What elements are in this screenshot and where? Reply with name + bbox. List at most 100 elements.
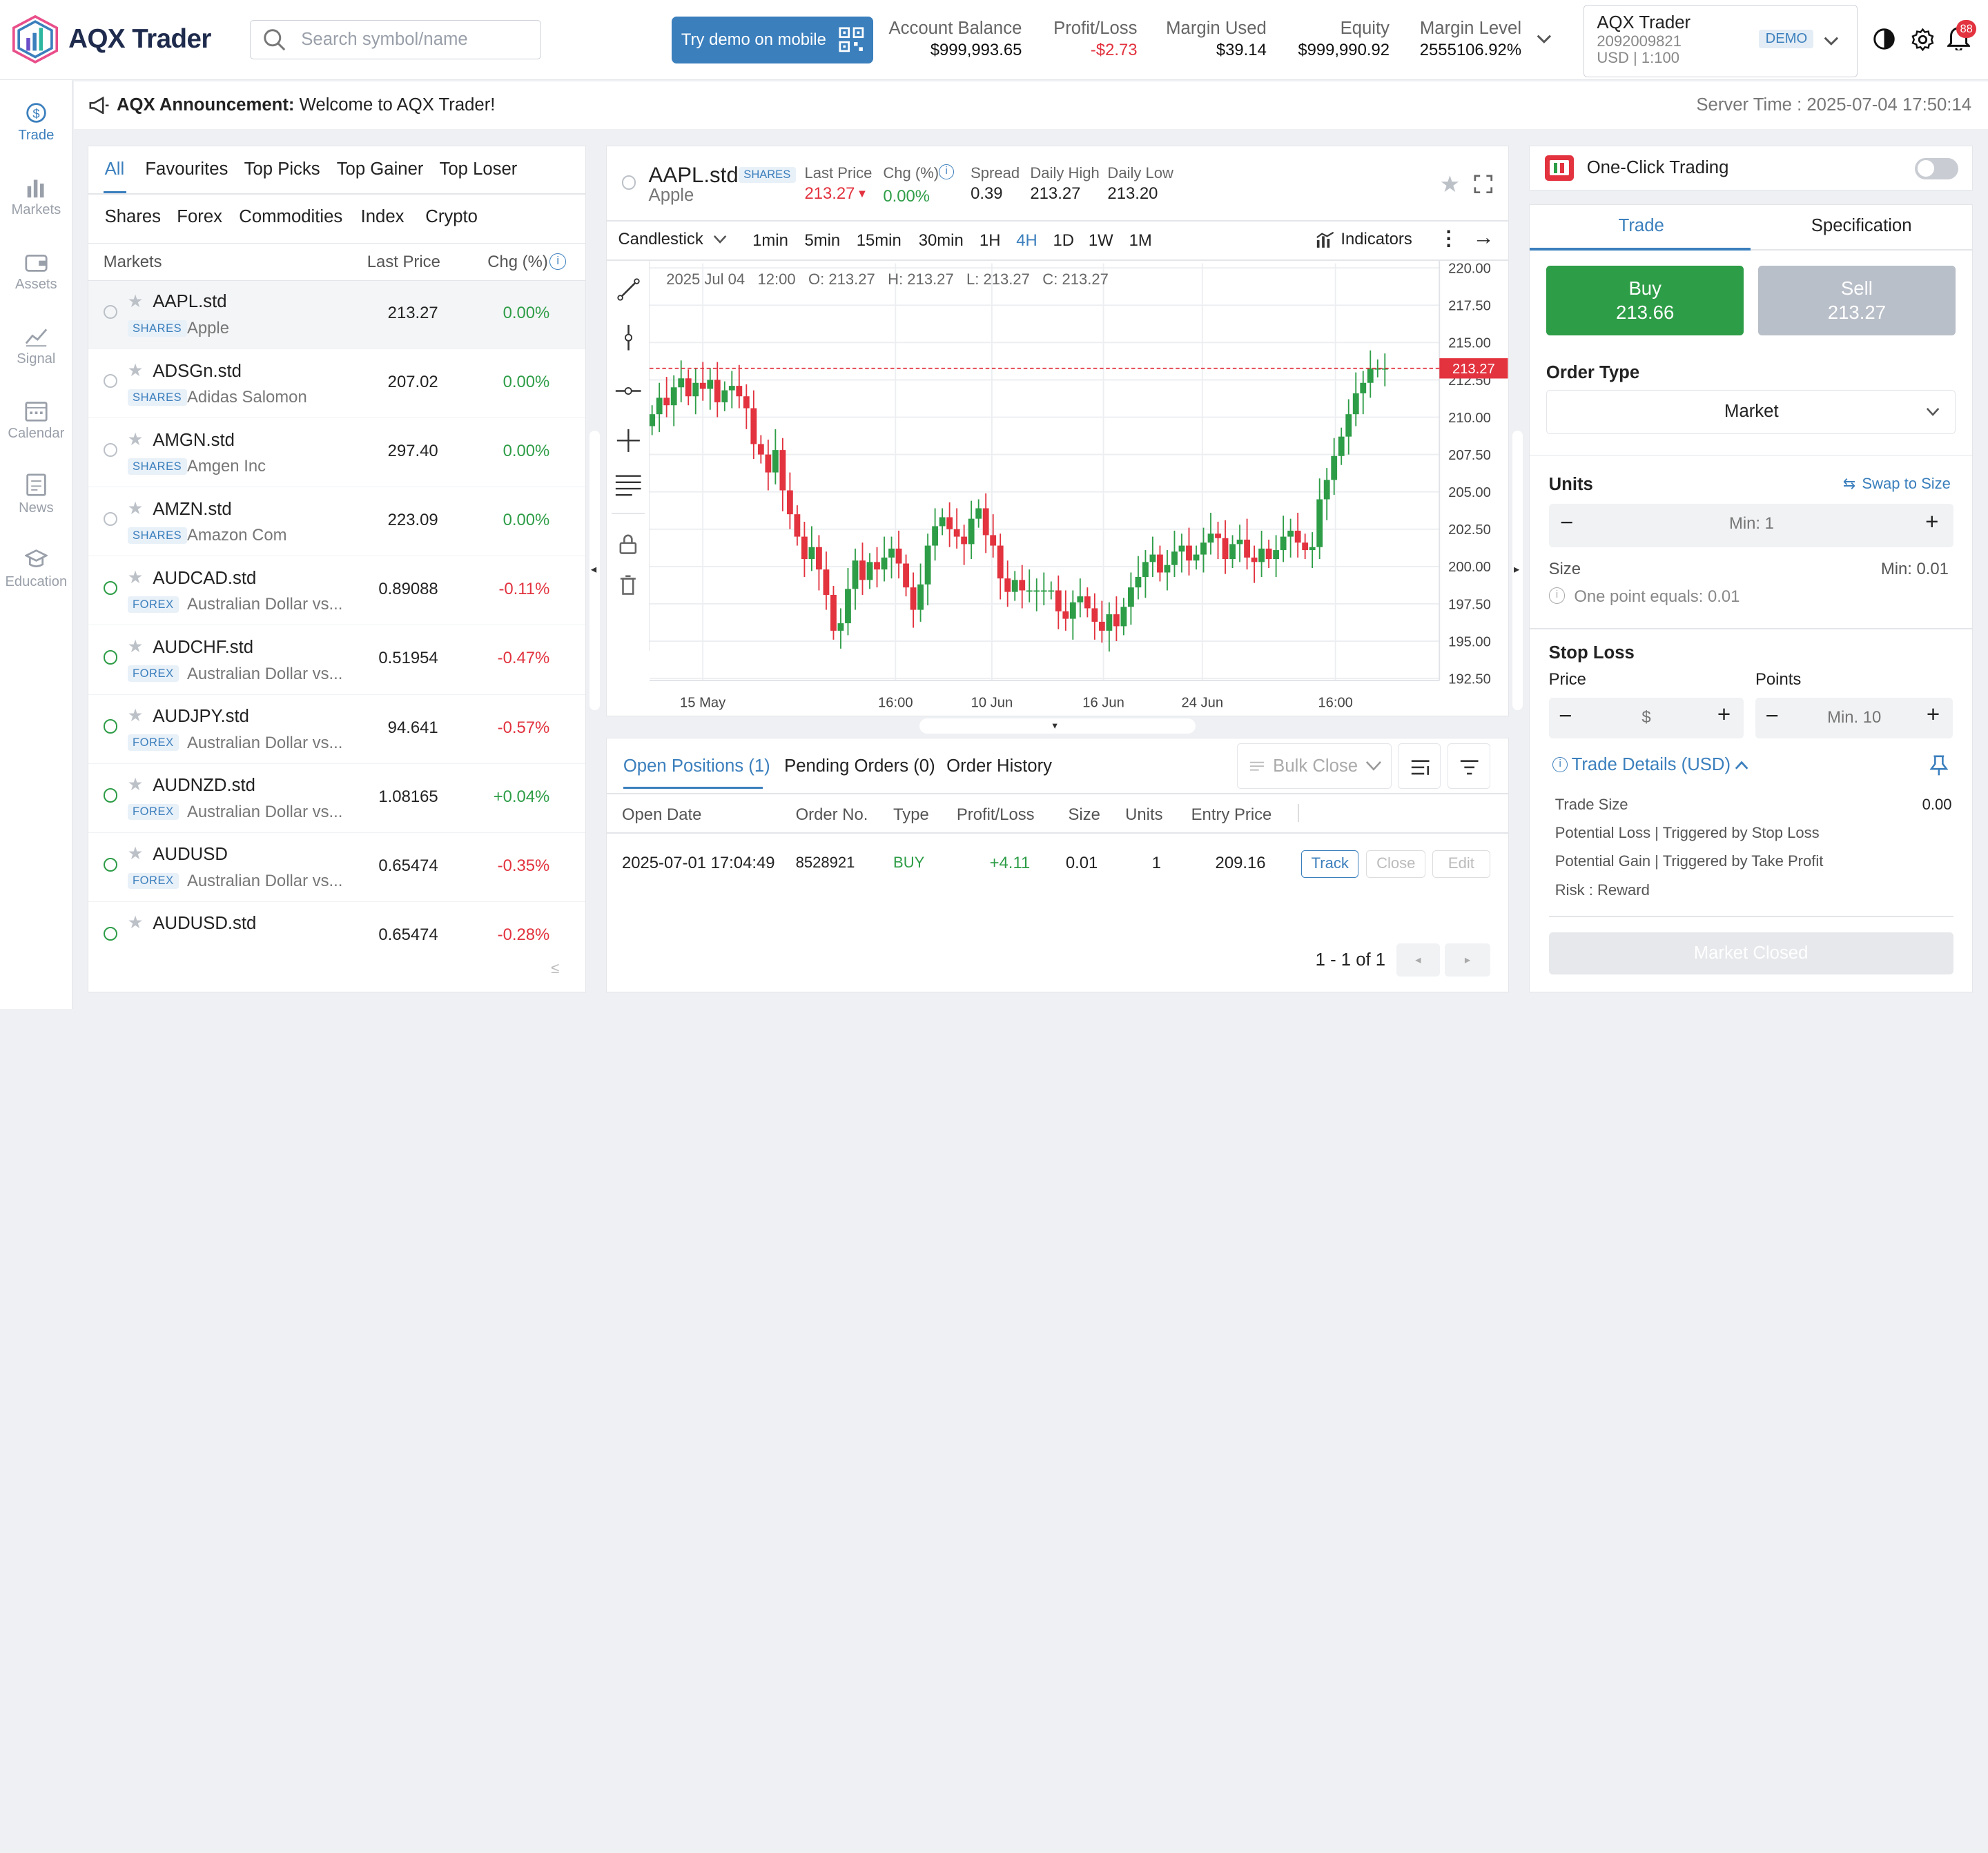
sl-points-decrement-icon[interactable]: − bbox=[1765, 703, 1779, 729]
prev-page-button[interactable]: ◂ bbox=[1396, 943, 1440, 977]
favourite-star-icon[interactable]: ★ bbox=[127, 429, 144, 449]
positions-tab-0[interactable]: Open Positions (1) bbox=[623, 756, 770, 776]
market-row[interactable]: ★ AUDCHF.std FOREX Australian Dollar vs... 0… bbox=[88, 626, 585, 695]
search-input[interactable] bbox=[301, 30, 517, 50]
market-row[interactable]: ★ AMGN.std SHARES Amgen Inc 297.40 0.00% bbox=[88, 419, 585, 488]
collapse-down-icon[interactable]: ▾ bbox=[1052, 720, 1058, 732]
favourite-star-icon[interactable]: ★ bbox=[127, 360, 144, 380]
tab-specification[interactable]: Specification bbox=[1811, 216, 1912, 236]
track-position-button[interactable]: Track bbox=[1301, 850, 1359, 878]
try-demo-button[interactable]: Try demo on mobile bbox=[672, 16, 874, 63]
bulk-close-dropdown[interactable]: Bulk Close bbox=[1236, 743, 1392, 790]
trend-line-tool-icon[interactable] bbox=[616, 278, 640, 301]
one-click-toggle[interactable] bbox=[1915, 157, 1958, 179]
units-decrement-icon[interactable]: − bbox=[1560, 510, 1574, 536]
fullscreen-icon[interactable] bbox=[1474, 175, 1493, 194]
favourite-star-icon[interactable]: ★ bbox=[1439, 172, 1461, 198]
vertical-line-tool-icon[interactable] bbox=[617, 324, 640, 351]
timeframe-5min[interactable]: 5min bbox=[804, 231, 841, 251]
favourite-star-icon[interactable]: ★ bbox=[127, 498, 144, 518]
sl-points-stepper[interactable]: − + bbox=[1755, 698, 1953, 738]
chart-type-dropdown[interactable]: Candlestick bbox=[618, 230, 727, 249]
sidebar-item-calendar[interactable]: Calendar bbox=[0, 399, 72, 442]
market-row[interactable]: ★ AUDUSD FOREX Australian Dollar vs... 0.654… bbox=[88, 834, 585, 902]
market-row[interactable]: ★ ADSGn.std SHARES Adidas Salomon 207.02 0.00… bbox=[88, 350, 585, 419]
crosshair-tool-icon[interactable] bbox=[616, 428, 641, 453]
info-icon[interactable]: i bbox=[549, 253, 567, 271]
market-closed-button[interactable]: Market Closed bbox=[1548, 932, 1953, 974]
market-row[interactable]: ★ AAPL.std SHARES Apple 213.27 0.00% bbox=[88, 280, 585, 350]
notifications-button[interactable]: 88 bbox=[1946, 20, 1977, 57]
category-index[interactable]: Index bbox=[360, 207, 405, 227]
sidebar-item-news[interactable]: News bbox=[0, 473, 72, 516]
timeframe-1D[interactable]: 1D bbox=[1053, 231, 1074, 251]
symbol-search[interactable] bbox=[249, 20, 542, 60]
stats-expand-chevron-icon[interactable] bbox=[1535, 33, 1553, 46]
sl-price-stepper[interactable]: − + bbox=[1548, 698, 1744, 738]
pin-icon[interactable] bbox=[1930, 755, 1949, 776]
chg-info-icon[interactable]: i bbox=[939, 164, 955, 179]
settings-gear-icon[interactable] bbox=[1911, 28, 1935, 52]
column-settings-button[interactable] bbox=[1398, 743, 1441, 790]
tab-top-loser[interactable]: Top Loser bbox=[439, 159, 518, 179]
more-options-icon[interactable]: ⋮ bbox=[1438, 226, 1459, 250]
position-row[interactable]: 2025-07-01 17:04:49 8528921 BUY +4.11 0.01 1 2… bbox=[607, 835, 1508, 893]
market-row[interactable]: ★ AMZN.std SHARES Amazon Com 223.09 0.00% bbox=[88, 488, 585, 557]
chart-splitter[interactable] bbox=[919, 718, 1196, 734]
announcement-text[interactable]: Welcome to AQX Trader! bbox=[299, 95, 496, 115]
collapse-panel-icon[interactable]: ≤ bbox=[551, 959, 560, 977]
market-row[interactable]: ★ AUDUSD.std 0.65474 -0.28% bbox=[88, 903, 585, 965]
units-increment-icon[interactable]: + bbox=[1925, 509, 1939, 535]
trade-details-toggle[interactable]: i Trade Details (USD) bbox=[1552, 755, 1748, 775]
fib-retracement-tool-icon[interactable] bbox=[614, 473, 642, 496]
trade-splitter[interactable] bbox=[1512, 431, 1523, 710]
favourite-star-icon[interactable]: ★ bbox=[127, 913, 144, 933]
sidebar-item-trade[interactable]: $ Trade bbox=[0, 101, 72, 144]
sidebar-item-signal[interactable]: Signal bbox=[0, 324, 72, 367]
arrow-right-icon[interactable]: → bbox=[1472, 225, 1494, 250]
markets-splitter[interactable] bbox=[589, 431, 600, 710]
units-stepper[interactable]: − + bbox=[1548, 504, 1953, 547]
sl-price-decrement-icon[interactable]: − bbox=[1559, 703, 1572, 729]
sell-button[interactable]: Sell 213.27 bbox=[1757, 265, 1956, 335]
timeframe-1M[interactable]: 1M bbox=[1129, 231, 1152, 251]
favourite-star-icon[interactable]: ★ bbox=[127, 637, 144, 657]
swap-to-size-link[interactable]: ⇆ Swap to Size bbox=[1843, 475, 1951, 493]
category-shares[interactable]: Shares bbox=[104, 207, 162, 227]
theme-toggle-icon[interactable] bbox=[1873, 28, 1896, 50]
category-commodities[interactable]: Commodities bbox=[239, 207, 343, 227]
sidebar-item-assets[interactable]: Assets bbox=[0, 251, 72, 293]
category-forex[interactable]: Forex bbox=[177, 207, 222, 227]
order-type-select[interactable]: Market bbox=[1546, 389, 1956, 435]
timeframe-4H[interactable]: 4H bbox=[1016, 231, 1037, 251]
favourite-star-icon[interactable]: ★ bbox=[127, 775, 144, 795]
lock-icon[interactable] bbox=[619, 534, 637, 555]
sl-price-increment-icon[interactable]: + bbox=[1717, 701, 1731, 727]
market-row[interactable]: ★ AUDNZD.std FOREX Australian Dollar vs... 1… bbox=[88, 765, 585, 833]
sl-price-input[interactable] bbox=[1599, 707, 1693, 727]
horizontal-line-tool-icon[interactable] bbox=[614, 380, 642, 402]
timeframe-1H[interactable]: 1H bbox=[979, 231, 1001, 251]
app-logo[interactable]: AQX Trader bbox=[12, 15, 211, 63]
next-page-button[interactable]: ▸ bbox=[1444, 943, 1491, 977]
timeframe-30min[interactable]: 30min bbox=[918, 231, 964, 251]
favourite-star-icon[interactable]: ★ bbox=[127, 844, 144, 864]
collapse-left-icon[interactable]: ◂ bbox=[590, 562, 597, 576]
sl-points-input[interactable] bbox=[1806, 707, 1902, 727]
market-row[interactable]: ★ AUDCAD.std FOREX Australian Dollar vs... 0… bbox=[88, 557, 585, 626]
collapse-right-icon[interactable]: ▸ bbox=[1514, 562, 1520, 576]
positions-tab-1[interactable]: Pending Orders (0) bbox=[784, 756, 935, 776]
edit-position-button[interactable]: Edit bbox=[1432, 850, 1491, 878]
sl-points-increment-icon[interactable]: + bbox=[1926, 701, 1940, 727]
timeframe-1min[interactable]: 1min bbox=[752, 231, 788, 251]
timeframe-1W[interactable]: 1W bbox=[1088, 231, 1113, 251]
sidebar-item-education[interactable]: Education bbox=[0, 548, 72, 591]
sidebar-item-markets[interactable]: Markets bbox=[0, 176, 72, 219]
favourite-star-icon[interactable]: ★ bbox=[127, 291, 144, 311]
trash-icon[interactable] bbox=[619, 575, 637, 595]
price-chart[interactable]: 220.00217.50215.00212.50210.00207.50205.… bbox=[650, 260, 1508, 716]
favourite-star-icon[interactable]: ★ bbox=[127, 706, 144, 726]
tab-trade[interactable]: Trade bbox=[1618, 216, 1664, 236]
favourite-star-icon[interactable]: ★ bbox=[127, 567, 144, 587]
market-row[interactable]: ★ AUDJPY.std FOREX Australian Dollar vs... 9… bbox=[88, 696, 585, 764]
